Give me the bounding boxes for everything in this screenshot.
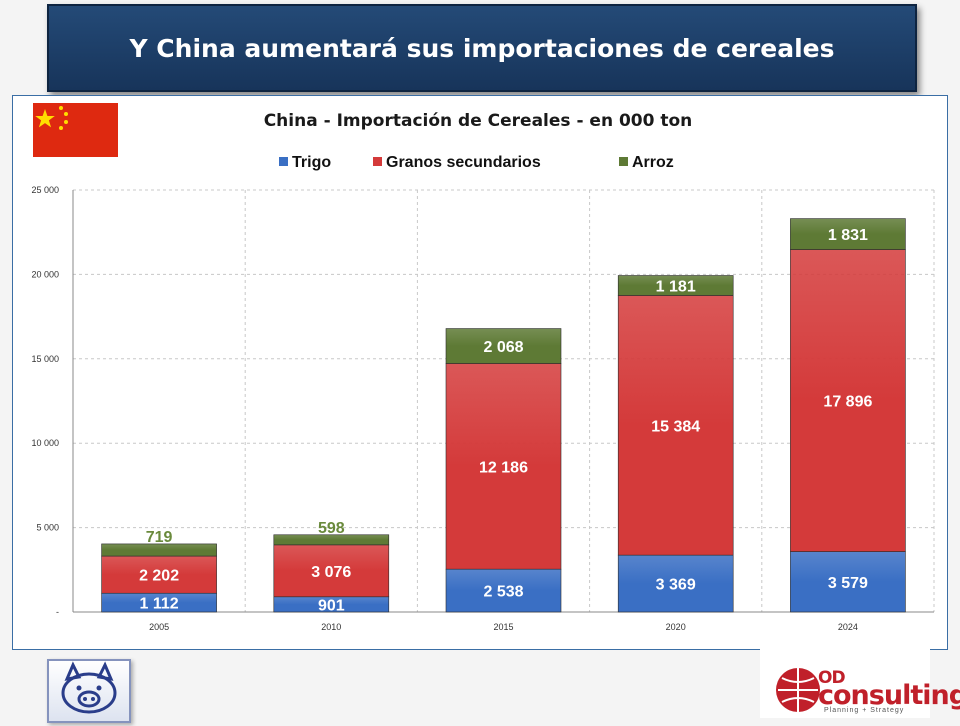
legend-swatch bbox=[619, 157, 628, 166]
data-label: 2 068 bbox=[483, 339, 523, 356]
legend-swatch bbox=[279, 157, 288, 166]
chart-bars: 1 112 2 202 719 901 3 076 598 2 538 12 186 2 068… bbox=[101, 218, 906, 614]
data-label: 719 bbox=[146, 529, 173, 546]
y-tick-label: 10 000 bbox=[31, 438, 59, 448]
data-label: 901 bbox=[318, 597, 345, 614]
data-label: 598 bbox=[318, 520, 345, 537]
bar-segment bbox=[617, 295, 734, 556]
bar-segment bbox=[790, 218, 906, 250]
bar-segment bbox=[101, 543, 217, 557]
legend-label: Arroz bbox=[632, 154, 674, 171]
x-tick-label: 2024 bbox=[838, 622, 858, 632]
y-tick-label: 25 000 bbox=[31, 185, 59, 195]
bar-segment bbox=[790, 249, 906, 552]
brand-od: OD bbox=[818, 668, 846, 688]
bar-segment bbox=[445, 363, 562, 570]
data-label: 12 186 bbox=[479, 459, 528, 476]
slide-title: Y China aumentará sus importaciones de c… bbox=[47, 4, 917, 92]
globe-icon bbox=[776, 668, 820, 712]
bar-segment bbox=[617, 275, 734, 296]
x-tick-label: 2015 bbox=[493, 622, 513, 632]
data-label: 1 181 bbox=[656, 278, 696, 295]
legend-swatch bbox=[373, 157, 382, 166]
brand-tagline: Planning + Strategy bbox=[824, 707, 905, 714]
od-consulting-logo bbox=[760, 632, 930, 718]
y-tick-label: - bbox=[56, 607, 59, 617]
x-tick-label: 2010 bbox=[321, 622, 341, 632]
x-tick-label: 2005 bbox=[149, 622, 169, 632]
data-label: 3 076 bbox=[311, 564, 351, 581]
x-axis: 2005 2010 2015 2020 2024 bbox=[149, 622, 858, 632]
bar-segment bbox=[445, 328, 562, 364]
data-label: 3 579 bbox=[828, 575, 868, 592]
data-label: 3 369 bbox=[656, 577, 696, 594]
bar-segment bbox=[101, 555, 217, 594]
chart-title: China - Importación de Cereales - en 000… bbox=[264, 111, 693, 131]
chart-legend: Trigo Granos secundarios Arroz bbox=[279, 154, 674, 171]
brand-consulting: consulting bbox=[818, 680, 960, 711]
bar-segment bbox=[790, 551, 906, 613]
stacked-bar-chart: China - Importación de Cereales - en 000… bbox=[31, 111, 935, 632]
china-flag-icon bbox=[33, 103, 118, 157]
data-label: 2 202 bbox=[139, 568, 179, 585]
data-label: 15 384 bbox=[651, 418, 700, 435]
data-label: 17 896 bbox=[823, 394, 872, 411]
bar-segment bbox=[617, 554, 734, 613]
data-label: 1 112 bbox=[140, 596, 179, 613]
legend-label: Granos secundarios bbox=[386, 154, 541, 171]
y-tick-label: 20 000 bbox=[31, 269, 59, 279]
pig-logo-icon bbox=[47, 659, 131, 723]
data-label: 1 831 bbox=[828, 227, 868, 244]
y-tick-label: 5 000 bbox=[36, 523, 59, 533]
bar-segment bbox=[273, 544, 390, 598]
bar-segment bbox=[273, 534, 390, 546]
data-label: 2 538 bbox=[483, 584, 523, 601]
legend-label: Trigo bbox=[292, 154, 331, 171]
bar-segment bbox=[445, 568, 562, 613]
x-tick-label: 2020 bbox=[666, 622, 686, 632]
y-tick-label: 15 000 bbox=[31, 354, 59, 364]
